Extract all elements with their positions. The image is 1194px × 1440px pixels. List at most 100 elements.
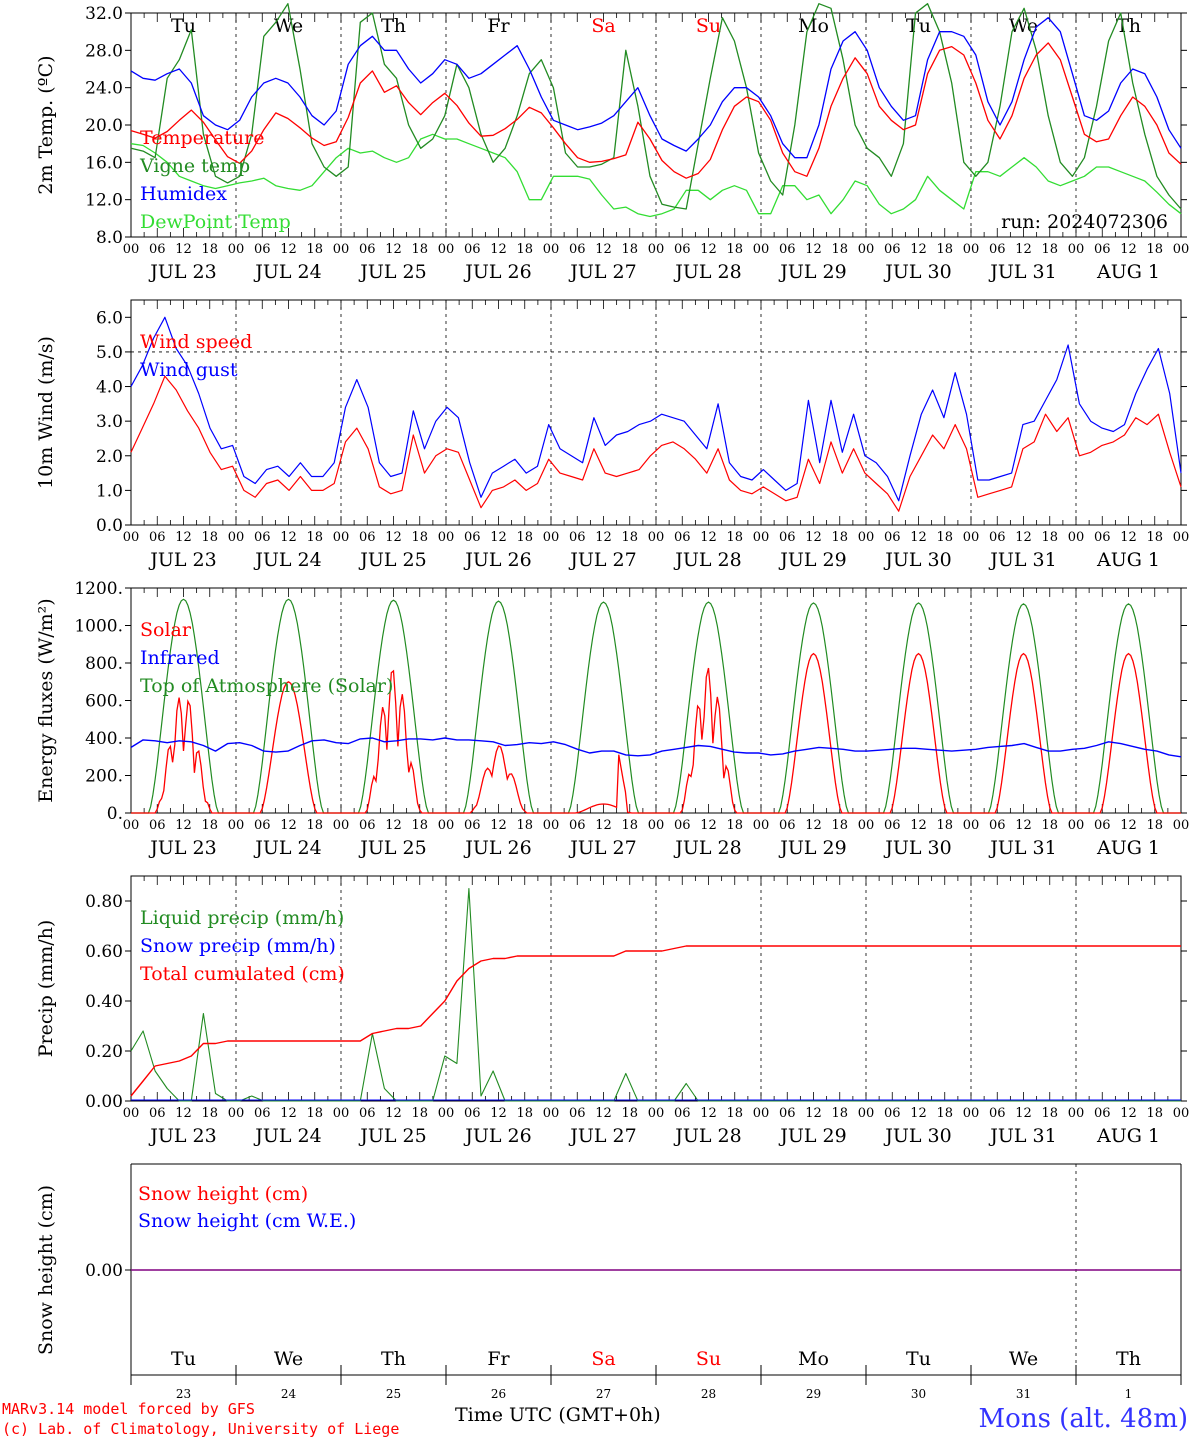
hour-tick-label: 12 — [1015, 1106, 1032, 1121]
hour-tick-label: 06 — [989, 818, 1006, 833]
y-tick-label: 28.0 — [85, 41, 123, 61]
run-annotation: run: 2024072306 — [1001, 211, 1168, 233]
hour-tick-label: 00 — [648, 818, 665, 833]
hour-tick-label: 06 — [254, 530, 271, 545]
hour-tick-label: 06 — [674, 242, 691, 257]
date-label: JUL 26 — [463, 837, 531, 859]
hour-tick-label: 12 — [175, 1106, 192, 1121]
weekday-label: Th — [1116, 15, 1141, 37]
hour-tick-label: 00 — [543, 1106, 560, 1121]
hour-tick-label: 00 — [333, 530, 350, 545]
hour-tick-label: 18 — [936, 530, 953, 545]
y-tick-label: 800. — [85, 654, 123, 674]
hour-tick-label: 18 — [1146, 818, 1163, 833]
weekday-label: Th — [381, 1348, 406, 1370]
hour-tick-label: 06 — [569, 1106, 586, 1121]
hour-tick-label: 12 — [805, 530, 822, 545]
weekday-label: Mo — [798, 1348, 829, 1370]
hour-tick-label: 12 — [700, 530, 717, 545]
legend-entry: Wind speed — [140, 331, 252, 353]
hour-tick-label: 00 — [543, 530, 560, 545]
hour-tick-label: 00 — [1068, 1106, 1085, 1121]
hour-tick-label: 00 — [858, 1106, 875, 1121]
y-tick-label: 0.00 — [85, 1261, 123, 1281]
hour-tick-label: 18 — [1041, 530, 1058, 545]
legend-entry: Snow height (cm) — [138, 1183, 308, 1205]
date-label: JUL 29 — [778, 261, 846, 283]
hour-tick-label: 12 — [1120, 1106, 1137, 1121]
day-number-label: 30 — [911, 1387, 926, 1401]
date-label: AUG 1 — [1096, 1125, 1160, 1147]
hour-tick-label: 00 — [543, 818, 560, 833]
weekday-label: Su — [696, 15, 721, 37]
legend-entry: Snow precip (mm/h) — [140, 935, 336, 957]
hour-tick-label: 00 — [123, 242, 140, 257]
hour-tick-label: 06 — [464, 242, 481, 257]
legend-entry: Snow height (cm W.E.) — [138, 1210, 356, 1232]
hour-tick-label: 00 — [753, 1106, 770, 1121]
y-tick-label: 0.60 — [85, 942, 123, 962]
hour-tick-label: 12 — [1015, 530, 1032, 545]
hour-tick-label: 06 — [359, 530, 376, 545]
hour-tick-label: 18 — [1041, 242, 1058, 257]
hour-tick-label: 06 — [464, 530, 481, 545]
date-label: JUL 30 — [883, 549, 951, 571]
y-tick-label: 200. — [85, 767, 123, 787]
legend-entry: Humidex — [140, 183, 227, 205]
hour-tick-label: 18 — [621, 530, 638, 545]
hour-tick-label: 06 — [779, 1106, 796, 1121]
y-tick-label: 1.0 — [96, 481, 123, 501]
weekday-label: We — [1009, 1348, 1038, 1370]
hour-tick-label: 18 — [411, 1106, 428, 1121]
hour-tick-label: 06 — [464, 818, 481, 833]
date-label: AUG 1 — [1096, 549, 1160, 571]
hour-tick-label: 06 — [569, 242, 586, 257]
date-label: JUL 29 — [778, 1125, 846, 1147]
hour-tick-label: 18 — [306, 242, 323, 257]
model-credit: MARv3.14 model forced by GFS — [2, 1400, 255, 1418]
hour-tick-label: 18 — [1146, 242, 1163, 257]
weekday-label: Th — [1116, 1348, 1141, 1370]
hour-tick-label: 00 — [753, 818, 770, 833]
date-label: JUL 24 — [253, 549, 321, 571]
hour-tick-label: 00 — [648, 1106, 665, 1121]
hour-tick-label: 00 — [1173, 242, 1190, 257]
hour-tick-label: 00 — [228, 1106, 245, 1121]
hour-tick-label: 12 — [280, 818, 297, 833]
cumulated-precip-line — [130, 945, 1181, 1097]
date-label: JUL 27 — [568, 837, 636, 859]
hour-tick-label: 00 — [438, 818, 455, 833]
y-tick-label: 16.0 — [85, 153, 123, 173]
date-label: JUL 24 — [253, 261, 321, 283]
date-label: AUG 1 — [1096, 837, 1160, 859]
day-number-label: 26 — [491, 1387, 506, 1401]
liquid-precip-line — [130, 887, 1181, 1102]
y-tick-label: 4.0 — [96, 378, 123, 398]
hour-tick-label: 18 — [306, 530, 323, 545]
hour-tick-label: 06 — [884, 818, 901, 833]
hour-tick-label: 00 — [753, 530, 770, 545]
hour-tick-label: 00 — [753, 242, 770, 257]
hour-tick-label: 12 — [385, 1106, 402, 1121]
hour-tick-label: 18 — [201, 242, 218, 257]
y-axis-label: Energy fluxes (W/m²) — [35, 598, 57, 802]
hour-tick-label: 06 — [569, 530, 586, 545]
hour-tick-label: 18 — [936, 818, 953, 833]
y-tick-label: 32.0 — [85, 4, 123, 24]
hour-tick-label: 18 — [411, 530, 428, 545]
hour-tick-label: 18 — [831, 530, 848, 545]
hour-tick-label: 18 — [516, 242, 533, 257]
series-line — [130, 375, 1182, 512]
station-name: Mons (alt. 48m) — [978, 1404, 1188, 1434]
date-label: JUL 23 — [148, 1125, 216, 1147]
hour-tick-label: 12 — [805, 242, 822, 257]
hour-tick-label: 12 — [700, 818, 717, 833]
weekday-label: Su — [696, 1348, 721, 1370]
hour-tick-label: 06 — [464, 1106, 481, 1121]
hour-tick-label: 06 — [674, 530, 691, 545]
hour-tick-label: 18 — [621, 242, 638, 257]
hour-tick-label: 06 — [149, 530, 166, 545]
day-number-label: 24 — [281, 1387, 297, 1401]
hour-tick-label: 12 — [385, 530, 402, 545]
hour-tick-label: 18 — [201, 1106, 218, 1121]
